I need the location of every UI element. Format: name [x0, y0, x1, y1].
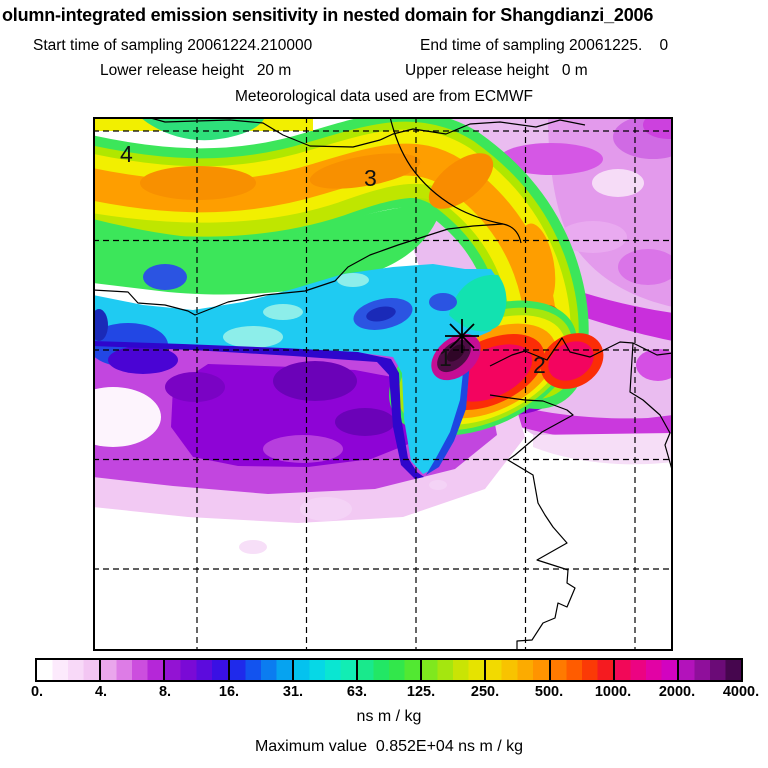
colorbar [35, 658, 743, 682]
colorbar-segment [293, 660, 358, 680]
inner-yellowgreen-strip [71, 183, 455, 237]
colorbar-tick-label: 500. [534, 684, 564, 700]
sensitivity-map-panel: 4 3 2 1 [20, 106, 693, 651]
start-time-label: Start time of sampling 20061224.210000 [33, 37, 313, 54]
sensitivity-map: 4 3 2 1 [20, 106, 693, 651]
maximum-value-label: Maximum value 0.852E+04 ns m / kg [254, 738, 524, 755]
colorbar-segment [357, 660, 423, 680]
domain-label-3: 3 [364, 165, 377, 191]
colorbar-tick-label: 250. [470, 684, 500, 700]
end-time-label: End time of sampling 20061225. 0 [420, 37, 669, 54]
colorbar-segment [165, 660, 230, 680]
colorbar-segment [101, 660, 166, 680]
blue-patches [88, 264, 470, 479]
top-green-patch [140, 117, 265, 141]
domain-label-2: 2 [533, 352, 546, 378]
upper-release-label: Upper release height 0 m [405, 62, 588, 79]
colorbar-segment [678, 660, 742, 680]
colorbar-tick-label: 63. [346, 684, 368, 700]
colorbar-segment [486, 660, 551, 680]
colorbar-tick-label: 4000. [722, 684, 760, 700]
colorbar-segment [37, 660, 102, 680]
graticule-grid [93, 117, 673, 651]
colorbar-tick-label: 125. [406, 684, 436, 700]
domain-label-4: 4 [120, 141, 133, 167]
colorbar-tick-label: 2000. [658, 684, 696, 700]
source-maximum-blob [431, 333, 481, 381]
colorbar-segment [550, 660, 615, 680]
domain-label-1: 1 [439, 345, 452, 371]
source-asterisk-icon [445, 319, 479, 353]
colorbar-tick-label: 4. [94, 684, 108, 700]
colorbar-tick-label: 1000. [594, 684, 632, 700]
colorbar-segment [614, 660, 679, 680]
map-border [93, 117, 673, 651]
colorbar-tick-labels: 0. 4. 8. 16. 31. 63. 125. 250. 500. 1000. 2000. 400… [31, 684, 759, 700]
domain-labels: 4 3 2 1 [120, 141, 546, 378]
colorbar-tick-label: 0. [30, 684, 44, 700]
figure-title: olumn-integrated emission sensitivity in… [2, 5, 654, 25]
met-data-label: Meteorological data used are from ECMWF [234, 88, 534, 105]
lower-release-label: Lower release height 20 m [100, 62, 292, 79]
colorbar-tick-label: 8. [158, 684, 172, 700]
colorbar-segment [422, 660, 487, 680]
colorbar-segment [229, 660, 294, 680]
coastlines [92, 114, 674, 651]
colorbar-tick-label: 16. [218, 684, 240, 700]
colorbar-unit-label: ns m / kg [356, 708, 422, 725]
colorbar-tick-label: 31. [282, 684, 304, 700]
